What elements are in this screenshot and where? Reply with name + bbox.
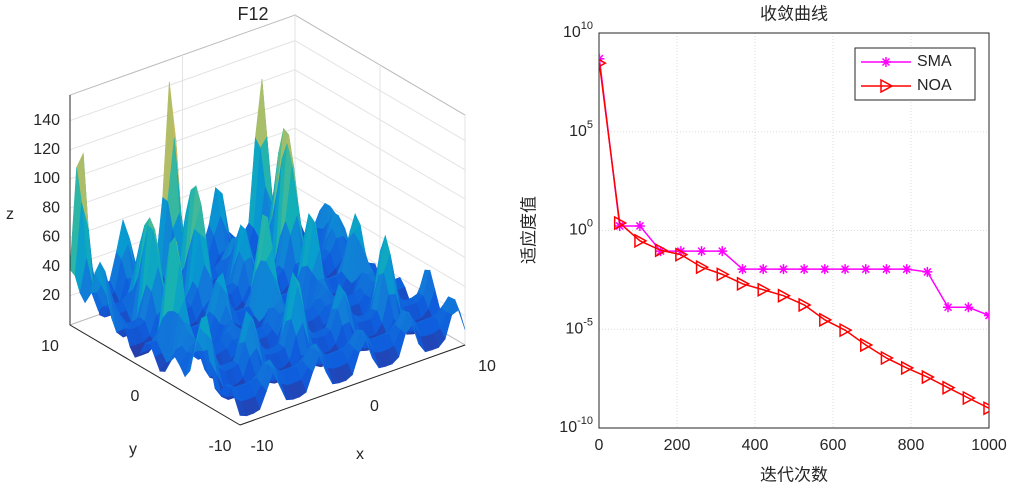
marker [881,264,892,275]
z-axis-label: z [6,206,14,223]
marker [716,267,730,282]
marker [880,78,894,94]
x-tick-label: 200 [664,437,691,454]
marker [943,302,954,313]
x-tick-label: 10 [478,358,496,375]
marker [717,246,728,257]
marker [963,302,974,313]
marker [634,220,645,231]
marker [758,264,769,275]
marker [736,276,751,292]
z-tick-label: 20 [42,287,60,304]
plot-frame [598,32,990,429]
marker [921,369,935,385]
marker [819,264,830,275]
marker [778,264,789,275]
marker [696,246,707,257]
y-tick-label: 1010 [563,20,593,41]
marker [860,337,874,353]
x-axis-label: 迭代次数 [760,466,828,486]
marker [984,310,989,321]
surface-title: F12 [237,4,268,24]
marker [599,53,605,64]
legend [854,47,976,101]
y-tick-label: 10-5 [565,316,593,337]
x-tick-label: 0 [595,437,604,454]
marker [799,264,810,275]
y-axis-label: y [129,441,137,458]
marker [860,264,871,275]
marker [819,312,833,328]
marker [900,360,915,376]
x-tick-label: 800 [898,437,925,454]
x-axis [239,344,466,426]
plot-content [599,53,989,416]
marker [962,390,976,406]
y-tick-label: 100 [569,217,593,238]
y-axis-label: 适应度值 [520,196,540,264]
x-tick-label: 0 [370,398,379,415]
marker [737,264,748,275]
marker [840,264,851,275]
marker [675,247,689,262]
marker [613,215,628,231]
marker [942,380,956,395]
marker [839,322,853,338]
marker [695,259,710,275]
marker [599,58,607,68]
z-tick-label: 120 [33,141,60,158]
z-tick-label: 80 [42,199,60,216]
marker [654,242,669,258]
y-tick-label: 0 [131,388,140,405]
z-tick-label: 60 [42,229,60,246]
surface-patch [234,398,248,417]
marker [757,282,771,298]
z-tick-label: 140 [33,112,60,129]
y-tick-label: 105 [569,119,593,140]
y-tick-label: -10 [208,438,231,455]
z-tick-label: 40 [42,258,60,275]
marker [655,246,666,257]
marker [880,350,894,366]
y-tick-label: 10 [41,338,59,355]
surface [69,78,466,417]
marker [922,266,933,277]
legend-label: NOA [917,77,952,94]
y-tick-label: 10-10 [559,415,593,436]
x-tick-label: 1000 [971,437,1007,454]
marker [881,57,891,67]
marker [798,297,812,313]
marker [983,400,989,416]
line-title: 收敛曲线 [760,5,828,25]
legend-label: SMA [917,53,952,70]
x-axis-label: x [356,446,364,463]
x-tick-label: 400 [742,437,769,454]
y-axis [69,324,241,426]
z-tick-label: 100 [33,170,60,187]
x-tick-label: 600 [820,437,847,454]
marker [634,233,648,249]
marker [777,288,792,303]
marker [901,264,912,275]
x-tick-label: -10 [250,438,273,455]
